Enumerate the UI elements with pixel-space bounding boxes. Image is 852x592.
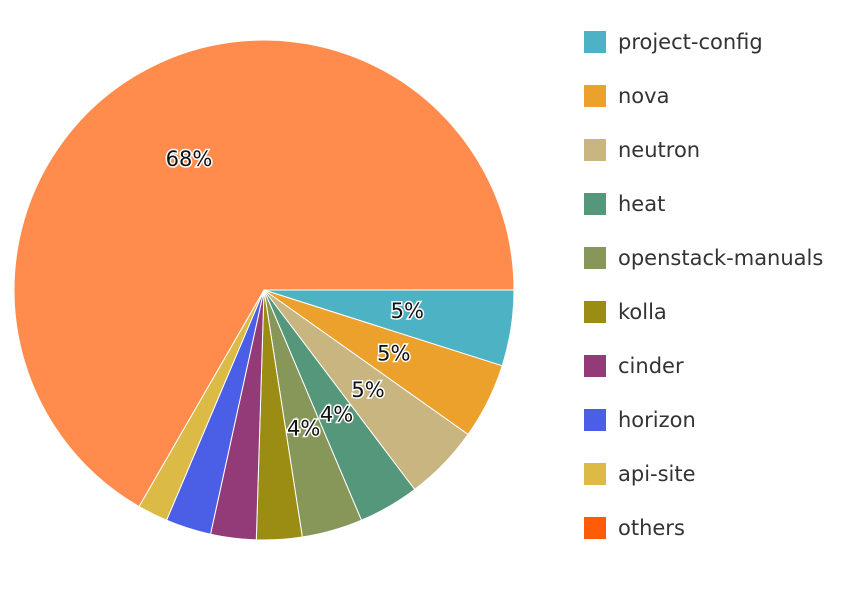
slice-labels: 5%5%5%4%4%68%	[164, 146, 425, 442]
legend-label: horizon	[618, 408, 696, 432]
legend-label: openstack-manuals	[618, 246, 824, 270]
pie-chart: 5%5%5%4%4%68%	[13, 39, 515, 541]
legend-label: others	[618, 516, 685, 540]
slice-label-openstack-manuals: 4%	[287, 417, 320, 441]
legend-label: api-site	[618, 462, 696, 486]
legend-label: project-config	[618, 30, 763, 54]
slice-others[interactable]	[13, 39, 515, 508]
legend-item-neutron[interactable]: neutron	[584, 138, 700, 162]
legend-swatch	[584, 193, 606, 215]
legend-item-cinder[interactable]: cinder	[584, 354, 684, 378]
legend-item-nova[interactable]: nova	[584, 84, 669, 108]
legend-swatch	[584, 139, 606, 161]
legend-swatch	[584, 301, 606, 323]
legend-swatch	[584, 31, 606, 53]
legend-swatch	[584, 85, 606, 107]
slice-label-neutron: 5%	[351, 378, 384, 402]
legend-swatch	[584, 409, 606, 431]
legend-swatch	[584, 463, 606, 485]
pie-slices	[13, 39, 515, 541]
slice-label-others: 68%	[166, 147, 213, 171]
legend-item-project-config[interactable]: project-config	[584, 30, 763, 54]
legend-item-others[interactable]: others	[584, 516, 685, 540]
legend-item-horizon[interactable]: horizon	[584, 408, 696, 432]
legend-label: cinder	[618, 354, 684, 378]
slice-label-project-config: 5%	[391, 299, 424, 323]
legend-swatch	[584, 247, 606, 269]
legend-item-openstack-manuals[interactable]: openstack-manuals	[584, 246, 823, 270]
legend-item-heat[interactable]: heat	[584, 192, 665, 216]
legend-label: neutron	[618, 138, 701, 162]
legend-item-api-site[interactable]: api-site	[584, 462, 696, 486]
legend-swatch	[584, 355, 606, 377]
slice-label-nova: 5%	[377, 342, 410, 366]
legend-swatch	[584, 517, 606, 539]
legend-label: kolla	[618, 300, 667, 324]
legend-label: nova	[618, 84, 670, 108]
legend-label: heat	[618, 192, 666, 216]
legend-item-kolla[interactable]: kolla	[584, 300, 667, 324]
slice-label-heat: 4%	[320, 403, 353, 427]
